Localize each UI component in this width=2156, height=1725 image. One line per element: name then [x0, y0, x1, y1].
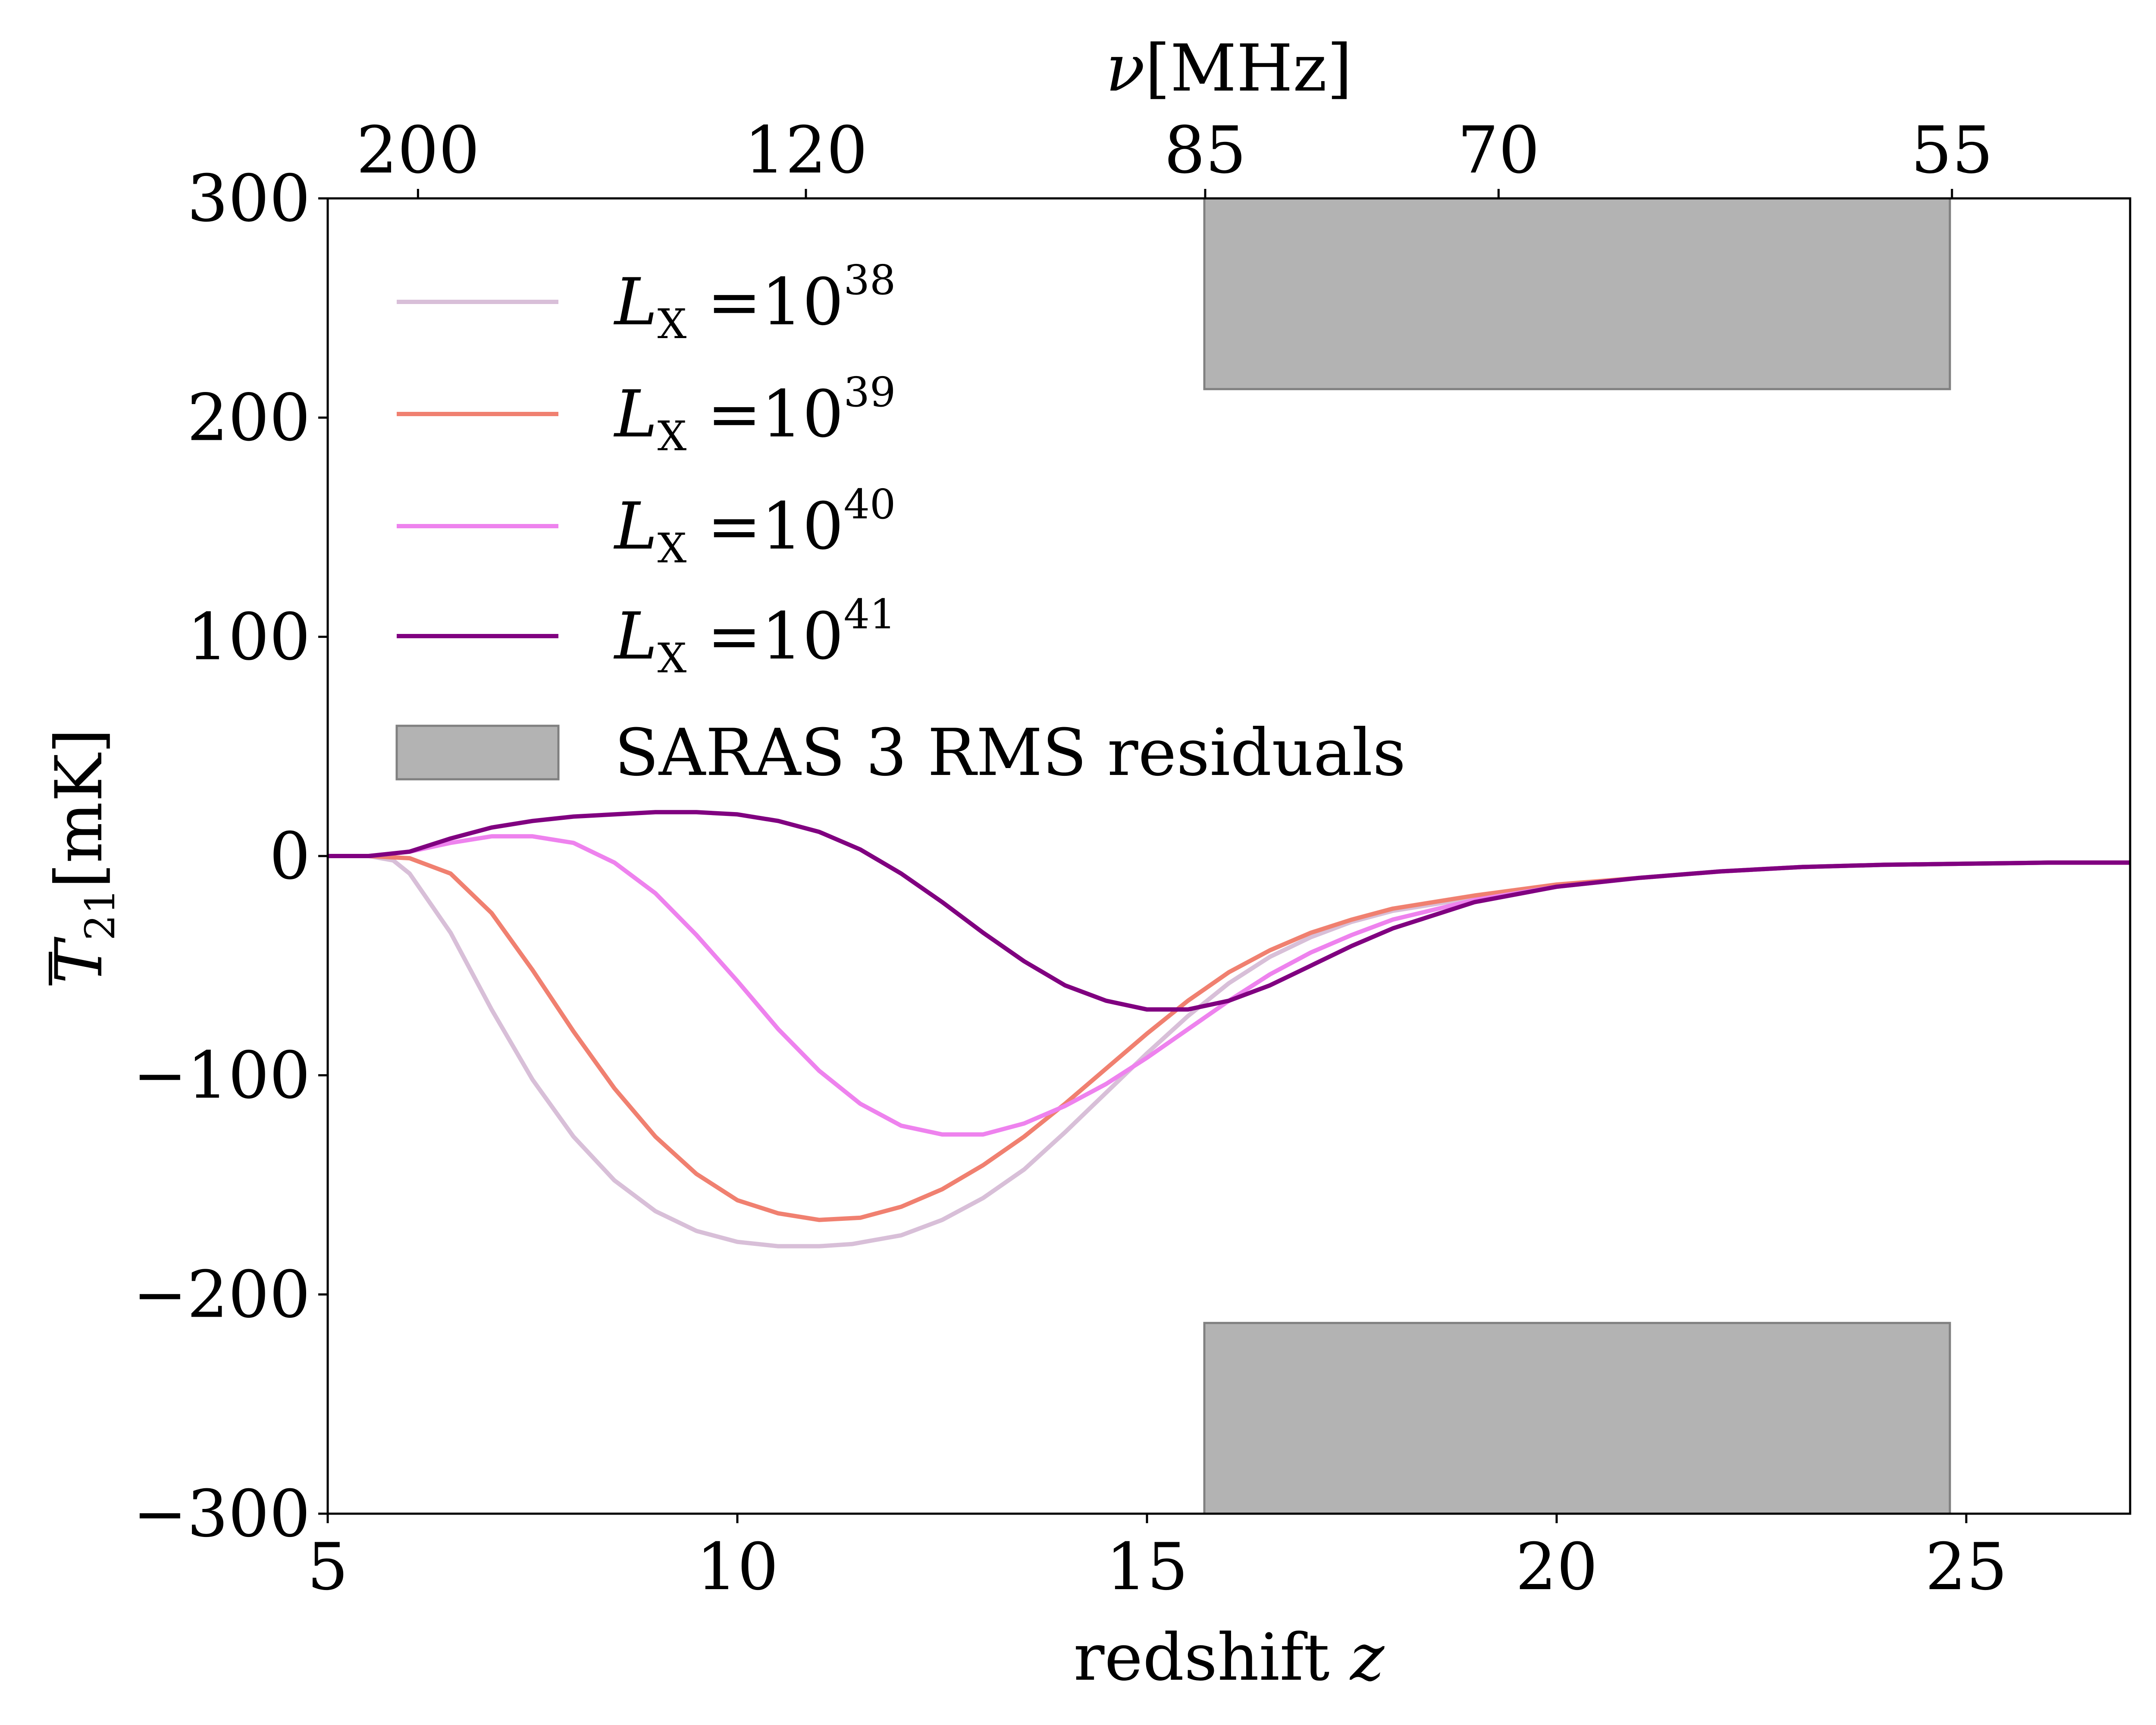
x-axis: 5 10 15 20 25: [307, 1514, 2007, 1605]
lines-layer: [328, 810, 2130, 1248]
y-tick-label-1: 200: [187, 380, 310, 455]
x-tick-label-3: 20: [1516, 1530, 1598, 1605]
svg-text:T21[mK]: T21[mK]: [42, 728, 124, 984]
band-1: [1203, 1322, 1951, 1514]
x-tick-label-0: 5: [307, 1530, 348, 1605]
legend-label-1: LX =1039: [613, 369, 896, 460]
legend-label-2: LX =1040: [613, 481, 896, 572]
top-axis: 200 120 85 70 55: [356, 113, 1993, 198]
top-tick-label-4: 55: [1911, 113, 1993, 188]
x-tick-label-1: 10: [696, 1530, 779, 1605]
y-tick-label-6: −300: [133, 1477, 310, 1552]
band-0: [1203, 198, 1951, 390]
legend-label-3: LX =1041: [613, 591, 896, 682]
x-tick-label-2: 15: [1106, 1530, 1188, 1605]
y-tick-label-3: 0: [270, 819, 310, 894]
top-tick-label-2: 85: [1164, 113, 1247, 188]
y-tick-label-2: 100: [187, 600, 310, 675]
legend-swatch-band: [395, 724, 560, 781]
y-tick-label-0: 300: [187, 161, 310, 236]
legend-label-band: SARAS 3 RMS residuals: [614, 715, 1406, 790]
series-line-3: [328, 810, 2130, 1012]
x-tick-label-4: 25: [1925, 1530, 2008, 1605]
top-tick-label-0: 200: [356, 113, 479, 188]
y-tick-label-5: −200: [133, 1258, 310, 1333]
x-axis-label: redshift z: [1074, 1620, 1385, 1695]
y-axis: 300 200 100 0 −100 −200 −300: [133, 161, 328, 1552]
y-tick-label-4: −100: [133, 1038, 310, 1113]
top-tick-label-3: 70: [1457, 113, 1540, 188]
y-axis-label: T21[mK]: [42, 728, 124, 985]
legend-label-0: LX =1038: [613, 257, 896, 348]
top-axis-label: ν[MHz]: [1106, 31, 1352, 106]
top-tick-label-1: 120: [744, 113, 868, 188]
legend: LX =1038 LX =1039 LX =1040 LX =1041 SARAS 3 …: [395, 257, 1406, 790]
bands-layer: [1203, 198, 1951, 1514]
